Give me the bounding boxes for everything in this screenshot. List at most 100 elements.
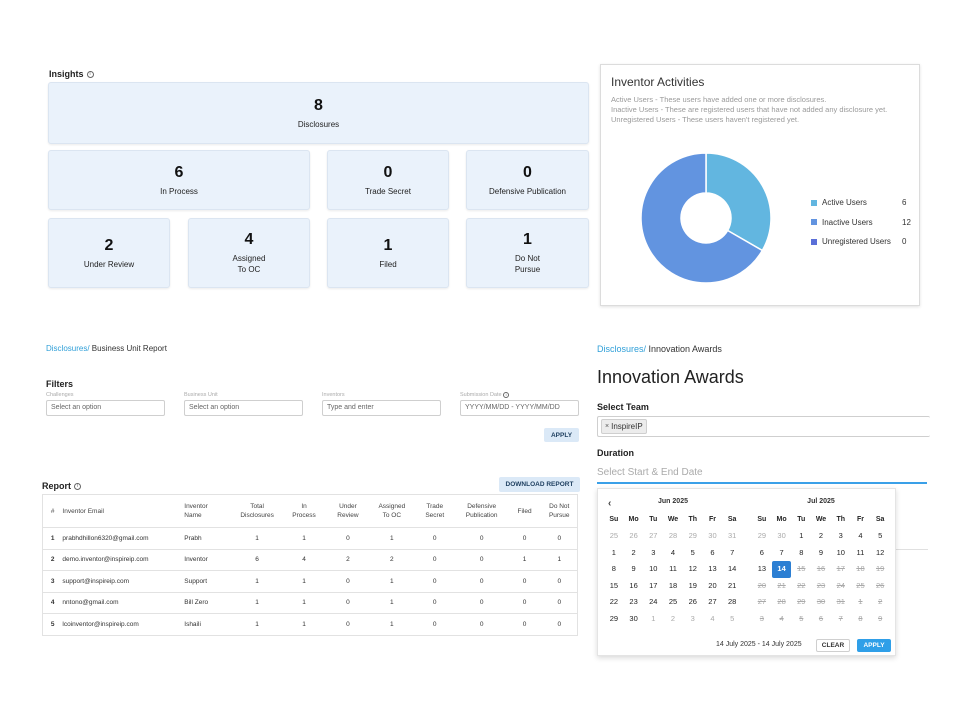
calendar-day[interactable]: 6 [710,547,715,557]
breadcrumb-disclosures-link[interactable]: Disclosures/ [46,344,90,353]
calendar-day[interactable]: 4 [858,531,863,540]
apply-filters-button[interactable]: APPLY [544,428,579,442]
calendar-day[interactable]: 5 [690,547,695,557]
calendar-day[interactable]: 1 [611,547,616,557]
calendar-day[interactable]: 27 [649,531,658,540]
calendar-day[interactable]: 10 [836,547,845,557]
calendar-day[interactable]: 3 [651,547,656,557]
filter-business-unit: Business Unit Select an option [184,392,303,416]
calendar-day[interactable]: 12 [876,547,885,557]
card-value: 6 [174,163,184,181]
legend-swatch [811,219,817,226]
card-assigned-to-oc[interactable]: 4 Assigned To OC [188,218,310,288]
calendar-day[interactable]: 8 [799,547,804,557]
calendar-day[interactable]: 27 [708,597,717,606]
calendar-day: 18 [856,564,865,573]
unregistered-users-description: Unregistered Users - These users haven't… [611,115,800,124]
calendar-day[interactable]: 28 [668,531,678,540]
calendar-day[interactable]: 6 [759,547,764,557]
calendar-day[interactable]: 10 [649,564,658,573]
calendar-day[interactable]: 20 [708,580,717,590]
info-icon[interactable]: i [74,482,81,490]
calendar-day[interactable]: 31 [728,531,737,540]
calendar-day[interactable]: 4 [710,613,715,623]
inventors-input[interactable]: Type and enter [322,400,441,416]
card-filed[interactable]: 1 Filed [327,218,449,288]
business-unit-select[interactable]: Select an option [184,400,303,416]
card-disclosures[interactable]: 8 Disclosures [48,82,589,144]
calendar-day[interactable]: 18 [668,580,678,590]
calendar-day[interactable]: 24 [649,597,658,606]
calendar-day[interactable]: 26 [629,531,638,540]
calendar-day[interactable]: 29 [609,613,619,623]
calendar-day[interactable]: 1 [799,531,804,540]
calendar-day[interactable]: 2 [670,613,676,623]
calendar-day[interactable]: 28 [728,597,737,606]
calendar-day[interactable]: 1 [651,613,656,623]
donut-slice-inactive-users[interactable] [640,152,764,284]
calendar-day[interactable]: 15 [609,580,619,590]
legend-item[interactable]: Unregistered Users 0 [811,232,911,252]
calendar-day[interactable]: 3 [690,613,695,623]
card-in-process[interactable]: 6 In Process [48,150,310,210]
month-title: Jul 2025 [807,498,835,505]
legend-item[interactable]: Active Users 6 [811,193,911,213]
calendar-day[interactable]: 4 [670,547,676,557]
duration-input[interactable]: Select Start & End Date [597,466,927,484]
team-select[interactable]: × InspireIP [597,416,930,437]
calendar-day[interactable]: 13 [708,564,717,573]
card-do-not-pursue[interactable]: 1 Do Not Pursue [466,218,589,288]
calendar-day[interactable]: 3 [838,531,843,540]
calendar-day[interactable]: 23 [629,597,638,606]
card-label: Disclosures [297,119,340,129]
card-defensive-publication[interactable]: 0 Defensive Publication [466,150,589,210]
breadcrumb-current: Business Unit Report [89,344,167,353]
calendar-day[interactable]: 12 [688,564,697,573]
calendar-day[interactable]: 30 [629,613,638,623]
calendar-day: 27 [757,597,767,606]
inactive-users-description: Inactive Users - These are registered us… [611,105,888,114]
download-report-button[interactable]: DOWNLOAD REPORT [499,477,580,492]
calendar-day[interactable]: 14 [728,564,737,573]
info-icon[interactable]: i [503,392,510,398]
calendar-day[interactable]: 7 [730,547,735,557]
remove-chip-icon[interactable]: × [605,423,610,430]
calendar-day[interactable]: 9 [818,547,824,557]
calendar-day[interactable]: 22 [609,597,619,606]
breadcrumb-disclosures-link[interactable]: Disclosures/ [597,344,647,354]
calendar-day[interactable]: 13 [757,564,767,573]
calendar-day[interactable]: 8 [611,564,616,573]
apply-date-button[interactable]: APPLY [857,639,891,652]
calendar-month-july: Jul 2025 Su Mo Tu We Th Fr Sa 29 30 1 2 3 4 5 6 7 8 9 10 11 1… [752,498,890,627]
calendar-day[interactable]: 19 [688,580,697,590]
legend-item[interactable]: Inactive Users 12 [811,213,911,233]
calendar-day[interactable]: 26 [688,597,697,606]
card-trade-secret[interactable]: 0 Trade Secret [327,150,449,210]
calendar-day[interactable]: 25 [668,597,678,606]
calendar-day[interactable]: 21 [728,580,737,590]
submission-date-input[interactable]: YYYY/MM/DD - YYYY/MM/DD [460,400,579,416]
calendar-day[interactable]: 29 [757,531,767,540]
calendar-day[interactable]: 5 [730,613,735,623]
calendar-day[interactable]: 5 [878,531,883,540]
previous-month-icon[interactable]: ‹ [608,498,612,509]
selected-day[interactable]: 14 [771,561,792,578]
donut-slice-active-users[interactable] [705,152,772,252]
calendar-day[interactable]: 9 [631,564,636,573]
clear-button[interactable]: CLEAR [816,639,850,652]
calendar-day[interactable]: 7 [779,547,784,557]
challenges-select[interactable]: Select an option [46,400,165,416]
calendar-day[interactable]: 30 [777,531,786,540]
calendar-day[interactable]: 2 [818,531,824,540]
info-icon[interactable]: i [86,70,94,78]
calendar-day[interactable]: 17 [649,580,658,590]
card-under-review[interactable]: 2 Under Review [48,218,170,288]
calendar-day[interactable]: 2 [631,547,636,557]
calendar-day[interactable]: 11 [669,564,677,573]
donut-chart[interactable] [639,151,773,285]
calendar-day[interactable]: 30 [708,531,717,540]
calendar-day[interactable]: 16 [629,580,638,590]
calendar-day[interactable]: 11 [856,547,865,557]
calendar-day[interactable]: 25 [609,531,619,540]
calendar-day[interactable]: 29 [688,531,697,540]
